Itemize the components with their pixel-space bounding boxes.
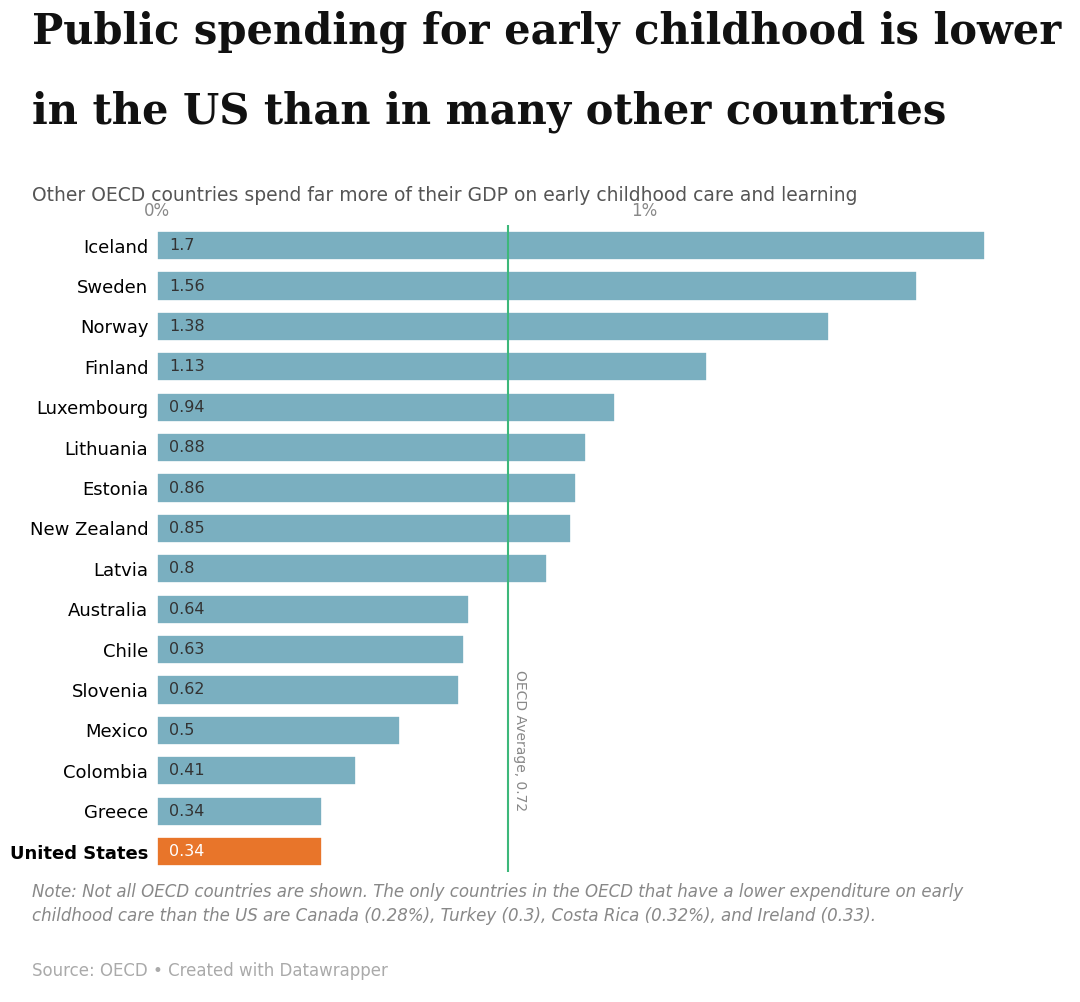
Text: 0.63: 0.63: [168, 642, 204, 657]
Bar: [157, 837, 322, 866]
Bar: [157, 594, 469, 623]
Bar: [157, 272, 917, 301]
Text: 0.64: 0.64: [168, 601, 204, 616]
Bar: [157, 474, 576, 503]
Text: 1.38: 1.38: [168, 319, 204, 334]
Text: 0.5: 0.5: [168, 722, 194, 737]
Text: 0.85: 0.85: [168, 521, 204, 536]
Bar: [157, 797, 322, 826]
Text: 1.56: 1.56: [168, 279, 204, 294]
Text: Public spending for early childhood is lower: Public spending for early childhood is l…: [32, 10, 1062, 52]
Text: 0.34: 0.34: [168, 804, 204, 819]
Bar: [157, 353, 707, 382]
Bar: [157, 312, 829, 341]
Bar: [157, 757, 356, 786]
Bar: [157, 514, 571, 543]
Text: 0.34: 0.34: [168, 844, 204, 859]
Bar: [157, 393, 615, 422]
Bar: [157, 635, 463, 664]
Text: OECD Average, 0.72: OECD Average, 0.72: [513, 669, 527, 811]
Text: 1.7: 1.7: [168, 238, 194, 254]
Text: 0.86: 0.86: [168, 481, 204, 496]
Text: 0.62: 0.62: [168, 682, 204, 697]
Bar: [157, 675, 459, 704]
Text: 0.8: 0.8: [168, 561, 194, 576]
Text: Source: OECD • Created with Datawrapper: Source: OECD • Created with Datawrapper: [32, 962, 389, 980]
Text: in the US than in many other countries: in the US than in many other countries: [32, 90, 947, 132]
Bar: [157, 554, 546, 583]
Bar: [157, 433, 585, 462]
Text: 0.94: 0.94: [168, 400, 204, 415]
Text: 0.88: 0.88: [168, 440, 204, 455]
Text: Note: Not all OECD countries are shown. The only countries in the OECD that have: Note: Not all OECD countries are shown. …: [32, 883, 963, 925]
Bar: [157, 231, 985, 261]
Text: 0.41: 0.41: [168, 764, 204, 779]
Bar: [157, 715, 401, 744]
Text: Other OECD countries spend far more of their GDP on early childhood care and lea: Other OECD countries spend far more of t…: [32, 186, 858, 205]
Text: 1.13: 1.13: [168, 360, 204, 375]
